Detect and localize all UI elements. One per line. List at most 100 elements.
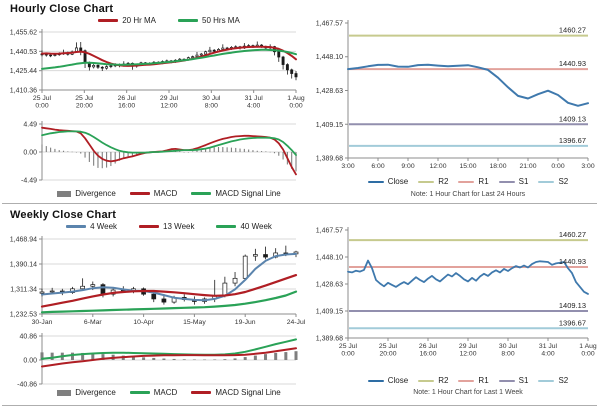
candle-body bbox=[80, 285, 85, 290]
hourly-macd-legend: Divergence MACD MACD Signal Line bbox=[42, 189, 296, 198]
x-axis-tick-label: 31 Jul bbox=[539, 343, 558, 350]
legend-item-r1: R1 bbox=[458, 376, 489, 385]
candle-body bbox=[199, 53, 203, 56]
x-axis-tick-label: 25 Jul bbox=[379, 343, 398, 350]
x-axis-tick-label: 1 Aug bbox=[287, 95, 305, 102]
level-label-r1: 1440.93 bbox=[559, 59, 586, 68]
candle-body bbox=[232, 277, 238, 284]
x-axis-tick-label: 20:00 bbox=[76, 103, 93, 110]
series-50-hrs-ma bbox=[41, 48, 297, 70]
x-axis-tick-label: 19-Jun bbox=[235, 319, 256, 326]
x-axis-tick-label: 0:00 bbox=[551, 163, 564, 170]
legend-swatch bbox=[66, 225, 87, 228]
legend-swatch bbox=[538, 180, 555, 183]
candle-body bbox=[285, 64, 289, 71]
divergence-bar bbox=[162, 358, 166, 360]
x-axis-tick-label: 4:00 bbox=[247, 103, 260, 110]
divergence-bar bbox=[50, 147, 52, 152]
divergence-bar bbox=[93, 152, 95, 166]
candle-body bbox=[79, 47, 83, 52]
legend-item-s1: S1 bbox=[498, 177, 528, 186]
y-axis-tick-label: 1,232.53 bbox=[10, 312, 37, 319]
x-axis-tick-label: 3:00 bbox=[581, 163, 594, 170]
hourly-macd-chart: 4.49 0.00 -4.49 bbox=[21, 121, 297, 185]
y-axis-tick-label: 1,409.15 bbox=[316, 122, 343, 129]
legend-item-13-week: 13 Week bbox=[139, 222, 194, 231]
series-40-week bbox=[40, 290, 298, 314]
weekly-close-chart-panel: Weekly Close Chart 4 Week 13 Week 40 Week … bbox=[0, 206, 306, 405]
x-axis-tick-label: 0:00 bbox=[289, 103, 302, 110]
divergence-bar bbox=[58, 150, 60, 152]
y-axis-tick-label: 40.86 bbox=[19, 334, 37, 341]
divergence-bar bbox=[213, 359, 217, 360]
divergence-bar bbox=[243, 357, 247, 360]
weekly-support-resistance-panel: 1,467.57 1,448.10 1,428.63 1,409.15 1,389.68… bbox=[300, 206, 600, 405]
divergence-bar bbox=[223, 359, 227, 360]
divergence-bar bbox=[40, 352, 44, 360]
x-axis-tick-label: 16:00 bbox=[419, 351, 436, 358]
candle-body bbox=[105, 66, 109, 69]
candle-body bbox=[263, 254, 268, 258]
x-axis-tick-label: 12:00 bbox=[160, 103, 177, 110]
weekly-chart-title: Weekly Close Chart bbox=[10, 209, 117, 221]
candle-body bbox=[49, 290, 55, 293]
x-axis-tick-label: 29 Jul bbox=[160, 95, 179, 102]
candle-body bbox=[242, 255, 248, 279]
divergence-bar bbox=[45, 146, 47, 152]
divergence-bar bbox=[84, 152, 86, 158]
divergence-bar bbox=[97, 152, 99, 168]
x-axis-tick-label: 1 Aug bbox=[579, 343, 597, 350]
legend-label: Close bbox=[387, 376, 409, 385]
legend-item-20-hr-ma: 20 Hr MA bbox=[98, 16, 156, 25]
y-axis-tick-label: 4.49 bbox=[23, 122, 37, 129]
x-axis-tick-label: 6:00 bbox=[371, 163, 384, 170]
y-axis-tick-label: 1,425.44 bbox=[10, 68, 37, 75]
divergence-bar bbox=[282, 152, 284, 160]
divergence-bar bbox=[252, 150, 254, 152]
divergence-bar bbox=[179, 151, 181, 152]
y-axis-tick-label: 1,428.63 bbox=[316, 88, 343, 95]
divergence-bar bbox=[110, 152, 112, 167]
divergence-bar bbox=[239, 148, 241, 152]
x-axis-tick-label: 26 Jul bbox=[419, 343, 438, 350]
legend-label: R2 bbox=[438, 376, 449, 385]
y-axis-tick-label: 1,468.94 bbox=[10, 237, 37, 244]
y-axis-tick-label: 1,440.53 bbox=[10, 49, 37, 56]
divergence-bar bbox=[274, 352, 278, 360]
candle-body bbox=[221, 47, 225, 50]
divergence-bar bbox=[67, 151, 69, 152]
divergence-bar bbox=[172, 358, 176, 360]
legend-item-divergence: Divergence bbox=[57, 189, 116, 198]
legend-label: S2 bbox=[558, 376, 569, 385]
x-axis-tick-label: 30 Jul bbox=[499, 343, 518, 350]
legend-swatch bbox=[418, 379, 435, 382]
candle-body bbox=[39, 291, 45, 294]
legend-swatch bbox=[498, 180, 515, 183]
divergence-bar bbox=[196, 150, 198, 152]
y-axis-tick-label: 1,448.10 bbox=[316, 54, 343, 61]
y-axis-tick-label: 1,390.14 bbox=[10, 261, 37, 268]
divergence-bar bbox=[200, 149, 202, 152]
legend-swatch bbox=[129, 391, 150, 394]
x-axis-tick-label: 16:00 bbox=[118, 103, 135, 110]
x-axis-tick-label: 10-Apr bbox=[133, 319, 154, 326]
divergence-bar bbox=[75, 152, 77, 153]
legend-swatch bbox=[458, 180, 475, 183]
candle-body bbox=[277, 51, 281, 58]
legend-label: MACD bbox=[153, 388, 178, 397]
divergence-bar bbox=[278, 152, 280, 156]
divergence-bar bbox=[118, 152, 121, 161]
divergence-bar bbox=[88, 152, 90, 162]
y-axis-tick-label: 1,311.34 bbox=[10, 286, 37, 293]
legend-item-macd-signal-line: MACD Signal Line bbox=[191, 388, 281, 397]
candle-body bbox=[253, 254, 258, 257]
series-4-week bbox=[41, 252, 297, 302]
hourly-sr-note: Note: 1 Hour Chart for Last 24 Hours bbox=[410, 191, 526, 198]
x-axis-tick-label: 3:00 bbox=[341, 163, 354, 170]
legend-item-macd-signal-line: MACD Signal Line bbox=[191, 189, 281, 198]
divergence-bar bbox=[205, 148, 207, 152]
divergence-bar bbox=[182, 359, 186, 360]
legend-label: 20 Hr MA bbox=[122, 16, 156, 25]
